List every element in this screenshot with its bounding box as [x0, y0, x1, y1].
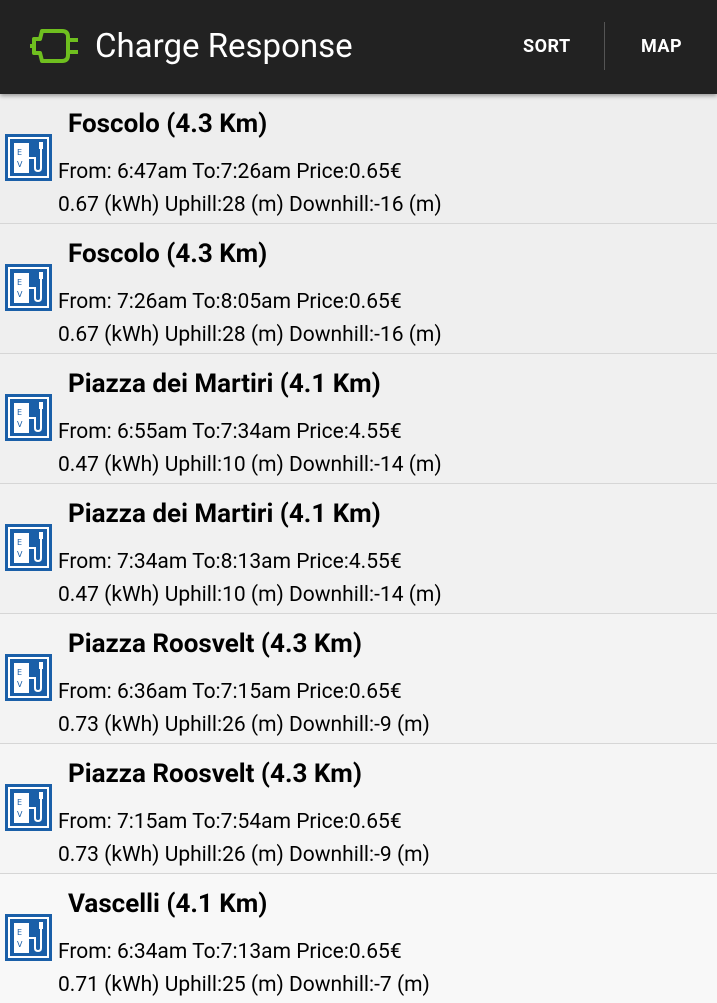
station-energy-elevation: 0.67 (kWh) Uphill:28 (m) Downhill:-16 (m…: [58, 193, 442, 217]
station-list: E V Foscolo (4.3 Km) From: 6:47am To:7:2…: [0, 94, 717, 1003]
station-time-price: From: 7:26am To:8:05am Price:0.65€: [58, 290, 402, 314]
svg-text:E: E: [17, 538, 22, 547]
map-button[interactable]: MAP: [641, 36, 683, 57]
station-time-price: From: 6:34am To:7:13am Price:0.65€: [58, 940, 402, 964]
action-bar: Charge Response SORT MAP: [0, 0, 717, 94]
list-item[interactable]: E V Vascelli (4.1 Km) From: 6:34am To:7:…: [0, 874, 717, 1003]
list-item[interactable]: E V Piazza dei Martiri (4.1 Km) From: 7:…: [0, 484, 717, 614]
station-title: Vascelli (4.1 Km): [68, 889, 268, 919]
svg-text:V: V: [17, 160, 23, 169]
ev-charger-icon: E V: [5, 784, 52, 831]
station-time-price: From: 7:34am To:8:13am Price:4.55€: [58, 550, 402, 574]
station-time-price: From: 6:47am To:7:26am Price:0.65€: [58, 160, 402, 184]
svg-text:E: E: [17, 278, 22, 287]
station-title: Foscolo (4.3 Km): [68, 109, 268, 139]
ev-charger-icon: E V: [5, 394, 52, 441]
station-title: Piazza dei Martiri (4.1 Km): [68, 369, 381, 399]
ev-charger-icon: E V: [5, 654, 52, 701]
svg-text:V: V: [17, 680, 23, 689]
svg-text:E: E: [17, 798, 22, 807]
svg-text:V: V: [17, 420, 23, 429]
station-title: Piazza dei Martiri (4.1 Km): [68, 499, 381, 529]
sort-button[interactable]: SORT: [523, 36, 571, 57]
ev-charger-icon: E V: [5, 264, 52, 311]
list-item[interactable]: E V Piazza dei Martiri (4.1 Km) From: 6:…: [0, 354, 717, 484]
station-title: Piazza Roosvelt (4.3 Km): [68, 629, 362, 659]
svg-text:E: E: [17, 148, 22, 157]
list-item[interactable]: E V Foscolo (4.3 Km) From: 7:26am To:8:0…: [0, 224, 717, 354]
station-time-price: From: 6:36am To:7:15am Price:0.65€: [58, 680, 402, 704]
list-item[interactable]: E V Piazza Roosvelt (4.3 Km) From: 7:15a…: [0, 744, 717, 874]
station-energy-elevation: 0.67 (kWh) Uphill:28 (m) Downhill:-16 (m…: [58, 323, 442, 347]
plug-icon[interactable]: [28, 27, 80, 65]
station-time-price: From: 7:15am To:7:54am Price:0.65€: [58, 810, 402, 834]
station-energy-elevation: 0.47 (kWh) Uphill:10 (m) Downhill:-14 (m…: [58, 583, 442, 607]
station-energy-elevation: 0.47 (kWh) Uphill:10 (m) Downhill:-14 (m…: [58, 453, 442, 477]
list-item[interactable]: E V Foscolo (4.3 Km) From: 6:47am To:7:2…: [0, 94, 717, 224]
app-title: Charge Response: [95, 27, 353, 66]
ev-charger-icon: E V: [5, 914, 52, 961]
station-time-price: From: 6:55am To:7:34am Price:4.55€: [58, 420, 402, 444]
station-energy-elevation: 0.73 (kWh) Uphill:26 (m) Downhill:-9 (m): [58, 843, 430, 867]
svg-text:E: E: [17, 668, 22, 677]
svg-text:V: V: [17, 810, 23, 819]
svg-text:E: E: [17, 928, 22, 937]
station-title: Foscolo (4.3 Km): [68, 239, 268, 269]
list-item[interactable]: E V Piazza Roosvelt (4.3 Km) From: 6:36a…: [0, 614, 717, 744]
station-energy-elevation: 0.71 (kWh) Uphill:25 (m) Downhill:-7 (m): [58, 973, 430, 997]
svg-text:V: V: [17, 550, 23, 559]
action-divider: [604, 22, 605, 70]
ev-charger-icon: E V: [5, 524, 52, 571]
svg-text:V: V: [17, 290, 23, 299]
station-title: Piazza Roosvelt (4.3 Km): [68, 759, 362, 789]
ev-charger-icon: E V: [5, 134, 52, 181]
station-energy-elevation: 0.73 (kWh) Uphill:26 (m) Downhill:-9 (m): [58, 713, 430, 737]
svg-text:V: V: [17, 940, 23, 949]
svg-text:E: E: [17, 408, 22, 417]
